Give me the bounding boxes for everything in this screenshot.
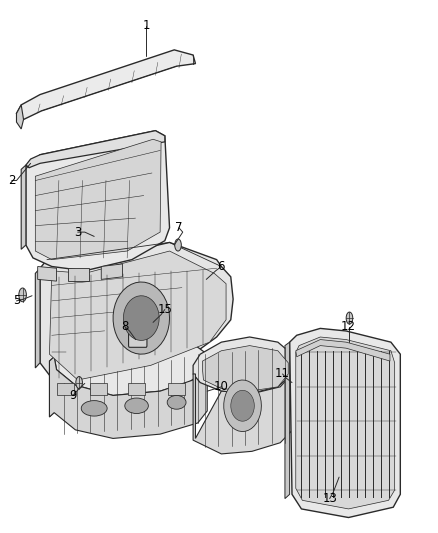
Polygon shape: [193, 337, 292, 394]
Text: 7: 7: [175, 221, 183, 235]
Text: 8: 8: [121, 320, 128, 333]
Polygon shape: [49, 251, 226, 380]
Text: 1: 1: [142, 19, 150, 33]
Polygon shape: [124, 296, 159, 341]
Polygon shape: [57, 383, 74, 395]
Text: 5: 5: [13, 294, 20, 308]
Text: 10: 10: [214, 381, 229, 393]
Circle shape: [19, 288, 26, 302]
Polygon shape: [296, 340, 390, 361]
Polygon shape: [17, 50, 195, 119]
Polygon shape: [26, 131, 170, 271]
Polygon shape: [202, 345, 288, 391]
Text: 15: 15: [157, 303, 172, 316]
Ellipse shape: [125, 398, 148, 414]
Text: 11: 11: [275, 367, 290, 381]
Polygon shape: [54, 340, 207, 395]
Polygon shape: [128, 383, 145, 395]
Polygon shape: [35, 268, 40, 368]
Polygon shape: [17, 105, 24, 129]
Polygon shape: [168, 383, 185, 395]
Text: 2: 2: [8, 174, 15, 187]
Polygon shape: [90, 383, 107, 395]
Polygon shape: [101, 264, 123, 279]
Polygon shape: [35, 139, 161, 260]
Ellipse shape: [81, 401, 107, 416]
Polygon shape: [49, 357, 54, 417]
Text: 6: 6: [218, 260, 225, 273]
FancyBboxPatch shape: [129, 325, 147, 348]
Polygon shape: [40, 243, 233, 389]
Polygon shape: [113, 282, 170, 354]
Polygon shape: [224, 380, 261, 432]
Text: 13: 13: [322, 492, 337, 505]
Text: 12: 12: [341, 320, 356, 333]
Polygon shape: [68, 268, 89, 281]
Text: 3: 3: [74, 225, 81, 239]
Polygon shape: [296, 337, 395, 509]
Polygon shape: [231, 390, 254, 421]
Polygon shape: [21, 165, 26, 249]
Circle shape: [346, 312, 353, 324]
Polygon shape: [285, 342, 290, 498]
Polygon shape: [26, 131, 165, 168]
Circle shape: [76, 376, 82, 389]
Circle shape: [175, 239, 181, 251]
Polygon shape: [290, 328, 400, 518]
Polygon shape: [193, 374, 294, 454]
Polygon shape: [49, 357, 207, 439]
Ellipse shape: [167, 395, 186, 409]
Polygon shape: [38, 266, 57, 281]
Text: 9: 9: [69, 389, 77, 402]
